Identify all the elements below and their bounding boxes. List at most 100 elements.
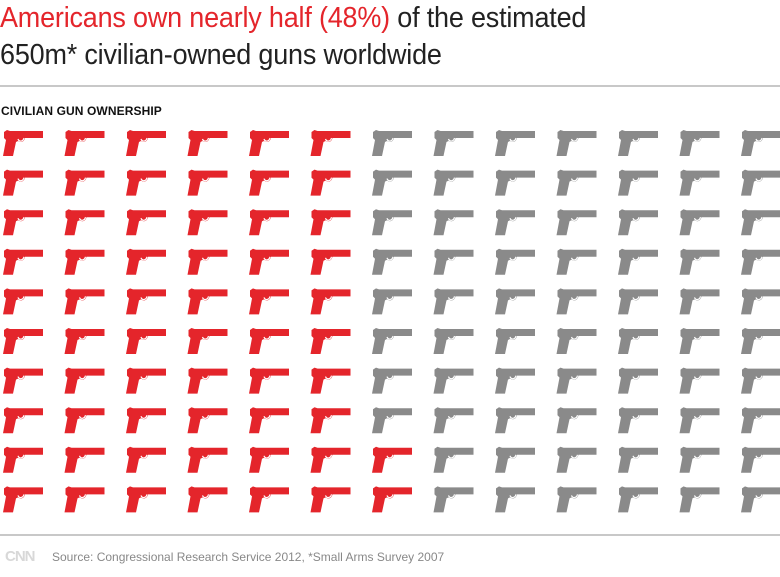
handgun-icon-us bbox=[310, 209, 351, 236]
handgun-icon-world bbox=[433, 130, 474, 156]
handgun-icon-us bbox=[249, 169, 289, 196]
handgun-icon-us bbox=[64, 209, 105, 236]
top-divider bbox=[0, 85, 780, 87]
handgun-icon-world bbox=[433, 486, 474, 513]
source-note: Source: Congressional Research Service 2… bbox=[52, 550, 445, 564]
handgun-icon-us bbox=[64, 328, 105, 354]
handgun-icon-world bbox=[495, 209, 535, 236]
handgun-icon-world bbox=[618, 169, 658, 196]
handgun-icon-world bbox=[741, 407, 780, 434]
handgun-icon-us bbox=[3, 367, 43, 394]
handgun-icon-us bbox=[187, 130, 228, 156]
handgun-icon-us bbox=[310, 486, 351, 513]
handgun-icon-world bbox=[372, 407, 412, 434]
handgun-icon-world bbox=[679, 248, 720, 275]
handgun-icon-us bbox=[64, 486, 105, 513]
handgun-icon-world bbox=[679, 169, 720, 196]
handgun-icon-us bbox=[64, 407, 105, 434]
handgun-icon-us bbox=[64, 248, 105, 275]
handgun-icon-world bbox=[741, 130, 780, 156]
handgun-icon-world bbox=[556, 130, 597, 156]
handgun-icon-world bbox=[679, 288, 720, 315]
handgun-icon-world bbox=[556, 328, 597, 354]
handgun-icon-world bbox=[372, 130, 412, 156]
handgun-icon-world bbox=[433, 367, 474, 394]
handgun-icon-us bbox=[126, 288, 166, 315]
handgun-icon-world bbox=[618, 288, 658, 315]
handgun-icon-us bbox=[187, 328, 228, 354]
cnn-logo: CNN bbox=[5, 548, 35, 565]
handgun-icon-world bbox=[495, 328, 535, 354]
handgun-icon-us bbox=[126, 367, 166, 394]
handgun-icon-world bbox=[433, 446, 474, 473]
title-highlight: Americans own nearly half (48%) bbox=[0, 2, 390, 34]
handgun-icon-us bbox=[126, 169, 166, 196]
handgun-icon-world bbox=[495, 248, 535, 275]
handgun-icon-world bbox=[679, 407, 720, 434]
handgun-icon-world bbox=[556, 209, 597, 236]
handgun-icon-us bbox=[3, 169, 43, 196]
handgun-icon-world bbox=[433, 328, 474, 354]
handgun-icon-us bbox=[126, 407, 166, 434]
handgun-icon-us bbox=[126, 209, 166, 236]
handgun-icon-world bbox=[556, 407, 597, 434]
pictogram-grid bbox=[3, 130, 780, 513]
handgun-icon-us bbox=[3, 209, 43, 236]
handgun-icon-us bbox=[64, 446, 105, 473]
handgun-icon-us bbox=[187, 209, 228, 236]
handgun-icon-us bbox=[249, 130, 289, 156]
handgun-icon-us bbox=[187, 407, 228, 434]
handgun-icon-world bbox=[556, 367, 597, 394]
handgun-icon-world bbox=[372, 367, 412, 394]
handgun-icon-world bbox=[433, 288, 474, 315]
handgun-icon-world bbox=[556, 169, 597, 196]
handgun-icon-world bbox=[679, 446, 720, 473]
handgun-icon-world bbox=[618, 328, 658, 354]
handgun-icon-us bbox=[126, 130, 166, 156]
handgun-icon-world bbox=[618, 446, 658, 473]
handgun-icon-world bbox=[495, 486, 535, 513]
handgun-icon-us bbox=[310, 169, 351, 196]
handgun-icon-world bbox=[372, 328, 412, 354]
handgun-icon-us bbox=[64, 130, 105, 156]
handgun-icon-world bbox=[741, 446, 780, 473]
handgun-icon-world bbox=[495, 130, 535, 156]
handgun-icon-us bbox=[3, 328, 43, 354]
handgun-icon-world bbox=[495, 446, 535, 473]
handgun-icon-world bbox=[433, 209, 474, 236]
handgun-icon-world bbox=[495, 288, 535, 315]
handgun-icon-us bbox=[64, 169, 105, 196]
handgun-icon-us bbox=[310, 328, 351, 354]
handgun-icon-world bbox=[679, 328, 720, 354]
handgun-icon-world bbox=[741, 209, 780, 236]
handgun-icon-us bbox=[187, 486, 228, 513]
handgun-icon-world bbox=[556, 486, 597, 513]
handgun-icon-us bbox=[3, 130, 43, 156]
handgun-icon-us bbox=[187, 446, 228, 473]
handgun-icon-us bbox=[310, 288, 351, 315]
handgun-icon-world bbox=[618, 248, 658, 275]
handgun-icon-us bbox=[372, 486, 412, 513]
handgun-icon-us bbox=[249, 446, 289, 473]
handgun-icon-us bbox=[3, 407, 43, 434]
handgun-icon-us bbox=[249, 209, 289, 236]
chart-title: Americans own nearly half (48%) of the e… bbox=[0, 0, 725, 74]
handgun-icon-us bbox=[3, 486, 43, 513]
handgun-icon-world bbox=[618, 407, 658, 434]
handgun-icon-world bbox=[741, 328, 780, 354]
handgun-icon-us bbox=[372, 446, 412, 473]
handgun-icon-world bbox=[556, 446, 597, 473]
handgun-icon-world bbox=[741, 367, 780, 394]
handgun-icon-us bbox=[126, 328, 166, 354]
handgun-icon-world bbox=[679, 130, 720, 156]
handgun-icon-world bbox=[556, 248, 597, 275]
handgun-icon-world bbox=[372, 209, 412, 236]
handgun-icon-world bbox=[741, 248, 780, 275]
handgun-icon-world bbox=[618, 486, 658, 513]
handgun-icon-us bbox=[126, 486, 166, 513]
handgun-icon-world bbox=[433, 169, 474, 196]
title-rest: of the estimated bbox=[389, 2, 587, 34]
handgun-icon-us bbox=[249, 288, 289, 315]
handgun-icon-world bbox=[372, 288, 412, 315]
handgun-icon-world bbox=[495, 367, 535, 394]
